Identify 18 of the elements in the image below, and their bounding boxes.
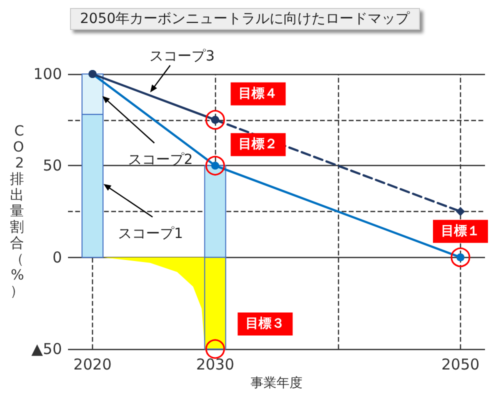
x-axis-title: 事業年度 [250, 375, 302, 391]
y-tick-label: 50 [42, 156, 62, 175]
annotation: 目標４ [238, 86, 278, 102]
x-tick-label: 2050 [441, 356, 480, 374]
y-tick-label: 0 [52, 248, 62, 266]
chart-title: 2050年カーボンニュートラルに向けたロードマップ [80, 11, 411, 27]
x-tick-label: 2030 [196, 356, 234, 374]
annotation: スコープ3 [150, 48, 215, 64]
annotation: 目標２ [238, 137, 278, 152]
y-tick-label: 100 [33, 65, 62, 83]
x-tick-label: 2020 [73, 356, 112, 374]
annotation: スコープ2 [128, 152, 193, 168]
y-tick-label: ▲50 [31, 340, 62, 358]
text: CO2排出量割合（%） [10, 124, 24, 300]
annotation: 目標１ [440, 224, 480, 239]
annotation: スコープ1 [118, 226, 184, 242]
point [456, 207, 465, 216]
annotation: 目標３ [246, 316, 285, 332]
